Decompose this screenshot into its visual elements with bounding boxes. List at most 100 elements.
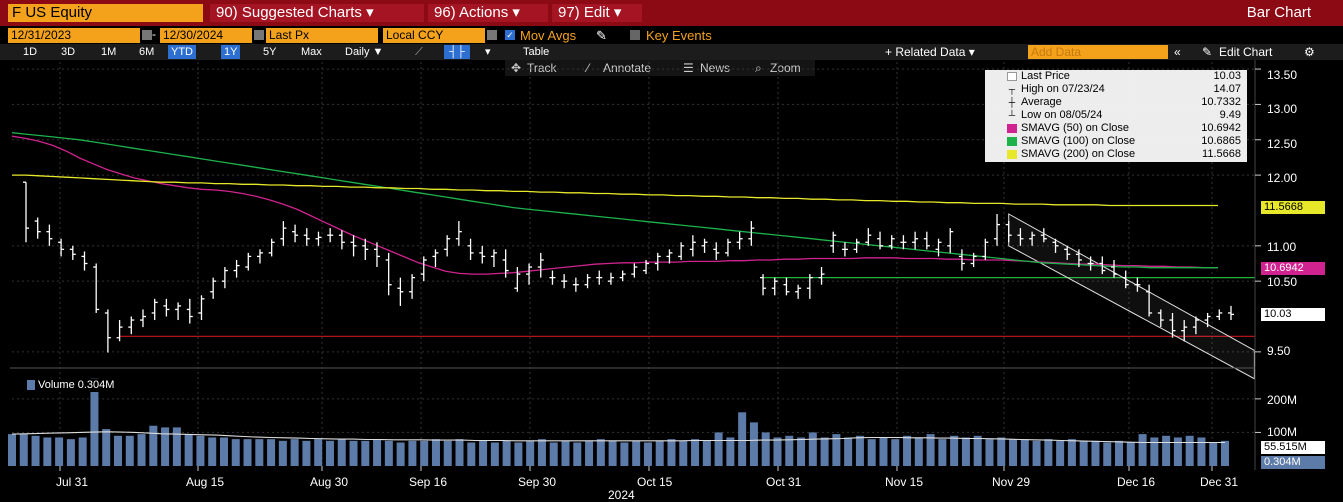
ohlc-bar (654, 252, 661, 271)
volume-bar (997, 437, 1006, 466)
currency-dropdown-icon[interactable] (487, 30, 497, 40)
legend-label: High on 07/23/24 (1021, 83, 1105, 95)
sma-line-1 (11, 132, 1218, 269)
volume-bar (196, 435, 205, 466)
ohlc-bar (619, 270, 626, 282)
volume-bar (691, 439, 700, 466)
end-date-field[interactable]: 12/30/2024 (160, 28, 252, 43)
edit-pencil-icon[interactable]: ✎ (1202, 45, 1213, 59)
volume-bar (655, 440, 664, 466)
news-icon[interactable]: ☰ (683, 61, 694, 75)
volume-bar (1020, 439, 1029, 466)
period-6m[interactable]: 6M (139, 46, 155, 58)
ohlc-bar (1029, 231, 1036, 246)
frequency-select[interactable]: Daily ▼ (345, 46, 384, 58)
zoom-button[interactable]: Zoom (770, 61, 801, 75)
volume-bar (184, 434, 193, 466)
ohlc-bar (970, 252, 977, 268)
ohlc-bar (888, 235, 895, 250)
volume-bar (1091, 440, 1100, 466)
volume-bar (1162, 435, 1171, 466)
suggested-charts-menu[interactable]: 90) Suggested Charts ▾ (210, 4, 424, 22)
legend-swatch (1007, 150, 1017, 159)
ohlc-bar (502, 249, 509, 278)
ohlc-bar (958, 249, 965, 271)
calendar-end-icon[interactable] (254, 30, 264, 40)
field-select[interactable]: Last Px (266, 28, 378, 43)
x-year-label: 2024 (608, 488, 635, 502)
ohlc-bar (806, 274, 813, 299)
edit-chart-button[interactable]: Edit Chart (1219, 45, 1273, 59)
annotate-button[interactable]: Annotate (603, 61, 652, 75)
ohlc-bar (1146, 284, 1153, 317)
news-button[interactable]: News (700, 61, 731, 75)
ohlc-bar (1111, 259, 1118, 278)
track-button[interactable]: Track (527, 61, 557, 75)
currency-select[interactable]: Local CCY (383, 28, 485, 43)
volume-bar (514, 442, 523, 466)
high-marker-icon: ┬ (1008, 84, 1016, 94)
legend-value: 9.49 (1219, 109, 1241, 121)
zoom-icon[interactable]: ⌕ (755, 61, 762, 75)
pencil-icon[interactable]: ✎ (596, 28, 607, 43)
annotate-icon[interactable]: ⁄ (587, 61, 590, 75)
legend-value: 10.6942 (1201, 122, 1241, 134)
volume-bar (1079, 440, 1088, 466)
related-data-button[interactable]: + Related Data ▾ (885, 45, 975, 59)
bar-chart-icon[interactable]: ┤├ (444, 45, 470, 59)
period-1d[interactable]: 1D (23, 46, 38, 58)
line-chart-icon[interactable]: ⟋ (415, 46, 423, 58)
ohlc-bar (1087, 256, 1094, 271)
ohlc-bar (327, 228, 334, 243)
volume-bar (938, 439, 947, 466)
ohlc-bar (444, 235, 451, 257)
volume-bar (832, 434, 841, 466)
volume-bar (903, 435, 912, 466)
period-3d[interactable]: 3D (61, 46, 76, 58)
volume-bar (643, 442, 652, 466)
collapse-icon[interactable]: « (1174, 45, 1181, 59)
volume-bar (773, 437, 782, 466)
chart-legend: Last Price 10.03 ┬ High on 07/23/24 14.0… (985, 70, 1247, 162)
y-tick-10-50: 10.50 (1267, 275, 1298, 289)
ohlc-bar (455, 221, 462, 246)
period-max[interactable]: Max (301, 46, 322, 58)
volume-bar (1044, 439, 1053, 466)
volume-bar (761, 432, 770, 466)
key-events-checkbox[interactable] (630, 30, 640, 40)
key-events-label[interactable]: Key Events (646, 28, 712, 43)
start-date-field[interactable]: 12/31/2023 (8, 28, 140, 43)
actions-menu[interactable]: 96) Actions ▾ (428, 4, 548, 22)
ticker-field[interactable]: F US Equity (8, 4, 203, 22)
gear-icon[interactable]: ⚙ (1304, 45, 1315, 59)
period-ytd[interactable]: YTD (168, 45, 196, 59)
legend-label: SMAVG (50) on Close (1021, 122, 1130, 134)
ohlc-bar (280, 221, 287, 246)
calendar-start-icon[interactable] (142, 30, 152, 40)
period-1m[interactable]: 1M (101, 46, 117, 58)
mov-avgs-label[interactable]: Mov Avgs (520, 28, 577, 43)
volume-bar (267, 439, 276, 466)
volume-bar (490, 442, 499, 466)
period-1y[interactable]: 1Y (221, 45, 241, 59)
volume-bar (1185, 435, 1194, 466)
ohlc-bar (1075, 249, 1082, 268)
edit-menu[interactable]: 97) Edit ▾ (552, 4, 642, 22)
ohlc-bar (1064, 245, 1071, 260)
ohlc-bar (701, 238, 708, 253)
chart-style-dropdown-icon[interactable]: ▾ (485, 46, 491, 58)
table-button[interactable]: Table (523, 46, 550, 58)
add-data-input[interactable]: Add Data (1028, 45, 1168, 59)
ohlc-bar (292, 224, 299, 243)
mov-avgs-checkbox[interactable]: ✓ (505, 30, 515, 40)
ohlc-bar (34, 217, 41, 239)
volume-bar (973, 435, 982, 466)
track-icon[interactable]: ✥ (511, 61, 522, 75)
ohlc-bar (69, 245, 76, 260)
volume-bar (879, 437, 888, 466)
period-5y[interactable]: 5Y (263, 46, 277, 58)
ohlc-bar (104, 309, 111, 353)
volume-bar (302, 440, 311, 466)
ohlc-bar (830, 231, 837, 253)
